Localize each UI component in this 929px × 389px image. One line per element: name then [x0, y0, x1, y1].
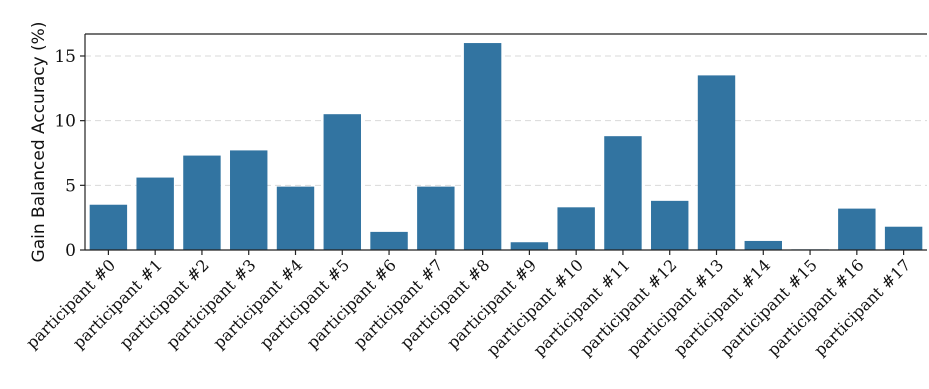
bar-4 — [276, 186, 315, 250]
y-tick-label: 5 — [65, 176, 76, 196]
bar-6 — [370, 231, 408, 250]
y-tick-label: 10 — [54, 112, 76, 132]
bar-13 — [697, 75, 736, 250]
bar-12 — [651, 200, 689, 250]
bar-14 — [744, 240, 782, 250]
y-axis-label: Gain Balanced Accuracy (%) — [29, 22, 49, 263]
bars — [89, 43, 923, 250]
bar-11 — [604, 136, 642, 250]
y-tick-label: 0 — [65, 241, 76, 261]
bar-1 — [136, 177, 174, 250]
grid-lines — [85, 55, 927, 186]
bar-2 — [183, 155, 221, 250]
bar-16 — [838, 208, 876, 250]
bar-0 — [89, 204, 128, 250]
bar-3 — [230, 150, 268, 250]
bar-5 — [323, 114, 361, 250]
bar-8 — [463, 43, 502, 250]
bar-10 — [557, 207, 595, 250]
axes — [84, 33, 927, 251]
bar-9 — [510, 242, 549, 250]
bar-7 — [417, 186, 455, 250]
y-ticks: 0 5 10 15 — [54, 47, 85, 261]
y-tick-label: 15 — [54, 47, 76, 67]
bar-17 — [884, 226, 923, 250]
